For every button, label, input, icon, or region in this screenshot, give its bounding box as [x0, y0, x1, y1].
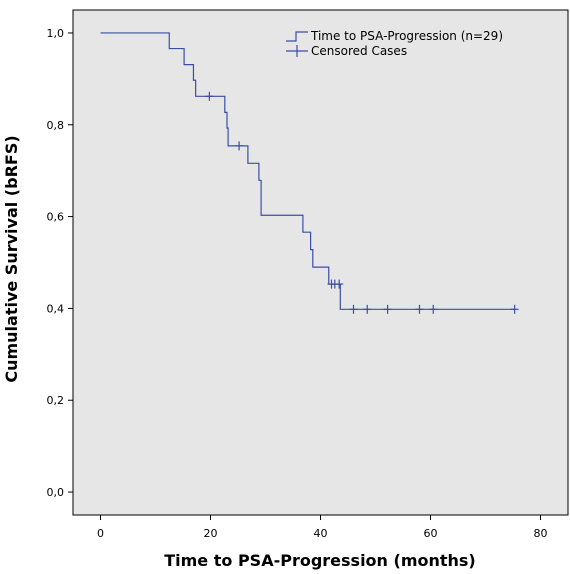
y-tick-label: 1,0 [47, 27, 65, 40]
survival-step-line [100, 32, 515, 310]
y-tick-label: 0,6 [47, 211, 65, 224]
y-tick-label: 0,4 [47, 302, 65, 315]
censored-mark [235, 141, 244, 151]
x-tick-label: 40 [314, 527, 328, 540]
y-tick-label: 0,8 [47, 119, 65, 132]
x-tick-label: 60 [424, 527, 438, 540]
legend-swatch-step [286, 31, 308, 42]
censored-mark [363, 304, 372, 314]
series-layer [100, 32, 519, 314]
censored-mark [335, 279, 344, 289]
censored-mark [349, 304, 358, 314]
censored-mark [415, 304, 424, 314]
censored-mark [510, 304, 519, 314]
legend-item-survival: Time to PSA-Progression (n=29) [286, 29, 503, 43]
legend-label: Censored Cases [311, 44, 407, 58]
plot-area [72, 9, 569, 516]
censored-mark [205, 91, 214, 101]
legend: Time to PSA-Progression (n=29)Censored C… [286, 29, 503, 58]
legend-label: Time to PSA-Progression (n=29) [310, 29, 503, 43]
x-axis-title: Time to PSA-Progression (months) [164, 551, 476, 570]
censored-mark [429, 304, 438, 314]
x-axis: 0 20 40 60 80 [97, 515, 548, 540]
y-axis-title: Cumulative Survival (bRFS) [2, 135, 21, 382]
y-tick-label: 0,2 [47, 394, 65, 407]
censored-mark [383, 304, 392, 314]
x-tick-label: 0 [97, 527, 104, 540]
y-tick-label: 0,0 [47, 486, 65, 499]
x-tick-label: 80 [534, 527, 548, 540]
x-tick-label: 20 [204, 527, 218, 540]
y-axis: 0,0 0,2 0,4 0,6 0,8 1,0 [47, 27, 73, 499]
legend-item-censored: Censored Cases [286, 44, 407, 58]
